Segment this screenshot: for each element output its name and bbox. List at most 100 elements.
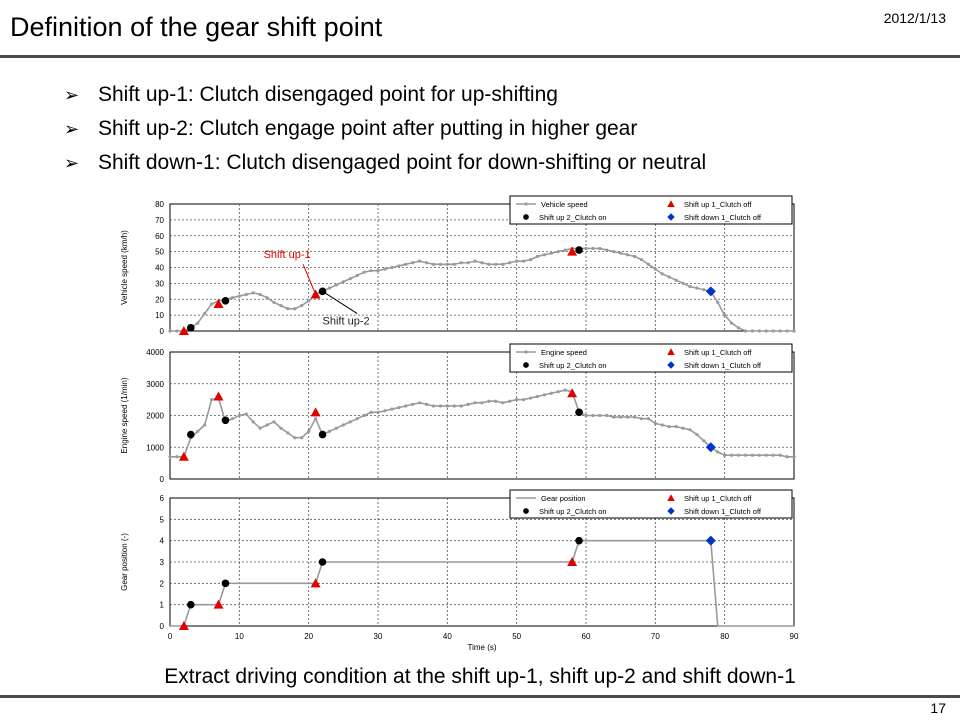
footer-divider (0, 695, 960, 698)
series-point (307, 299, 311, 303)
y-tick-label: 5 (160, 515, 165, 524)
series-point (272, 300, 276, 305)
series-point (542, 253, 547, 257)
series-point (237, 413, 241, 418)
series-point (785, 329, 789, 333)
series-point (431, 262, 436, 266)
series-point (660, 272, 664, 276)
series-point (418, 259, 422, 263)
series-point (778, 329, 782, 333)
series-point (674, 425, 678, 429)
series-point (210, 302, 214, 306)
series-point (778, 453, 782, 457)
series-point (612, 250, 616, 254)
series-point (452, 262, 456, 266)
series-point (771, 453, 775, 457)
conclusion-text: Extract driving condition at the shift u… (164, 665, 796, 688)
y-tick-label: 0 (160, 475, 165, 484)
series-point (688, 284, 692, 289)
shift-up-1-marker (213, 599, 224, 609)
y-tick-label: 30 (155, 279, 164, 288)
legend-entry: Shift up 2_Clutch on (539, 213, 607, 222)
series-point (667, 425, 671, 429)
series-point (390, 265, 394, 270)
series-point (175, 329, 179, 333)
shift-up-1-marker (213, 299, 224, 309)
series-point (750, 329, 755, 333)
x-tick-label: 80 (720, 632, 729, 641)
series-point (327, 286, 332, 290)
legend-triangle-swatch (667, 200, 675, 207)
series-point (563, 248, 567, 252)
series-point (584, 413, 588, 418)
series-point (258, 292, 262, 297)
series-point (355, 273, 359, 278)
y-tick-label: 1000 (146, 443, 164, 452)
legend-entry: Shift up 2_Clutch on (539, 507, 607, 516)
y-tick-label: 6 (160, 494, 165, 503)
series-point (348, 277, 352, 281)
legend-box (509, 343, 793, 373)
series-point (473, 401, 477, 405)
y-axis-label: Engine speed (1/min) (120, 377, 129, 453)
series-point (743, 329, 748, 333)
series-point (466, 402, 470, 406)
x-tick-label: 30 (374, 632, 383, 641)
series-point (598, 413, 602, 418)
series-point (743, 453, 748, 457)
shift-up-2-marker (575, 246, 583, 254)
page-number: 17 (930, 700, 946, 716)
series-point (508, 399, 512, 403)
y-tick-label: 3 (160, 558, 165, 567)
series-point (293, 307, 297, 311)
series-point (334, 283, 338, 287)
series-point (445, 262, 449, 266)
legend-entry: Shift up 1_Clutch off (684, 494, 752, 503)
shift-up-2-marker (187, 324, 195, 332)
series-point (258, 426, 262, 430)
y-tick-label: 4 (160, 537, 165, 546)
series-point (584, 246, 588, 251)
x-tick-label: 70 (651, 632, 660, 641)
series-point (653, 267, 657, 271)
series-point (168, 455, 172, 459)
shift-up-1-marker (178, 621, 189, 630)
series-point (764, 329, 768, 333)
series-point (307, 429, 311, 433)
series-point (702, 288, 706, 292)
shift-up-2-marker (221, 297, 230, 305)
chart-panel-1: 0 10 20 30 40 50 60 70 80 Vehicle speed (km/h) Shi… (120, 195, 796, 336)
shift-down-1-marker (705, 535, 716, 546)
legend-entry: Vehicle speed (541, 200, 588, 209)
chart-panel-2: 0 1000 2000 3000 4000 Engine speed (1/min) Eng… (120, 343, 796, 484)
legend-entry: Shift down 1_Clutch off (684, 361, 762, 370)
series-point (792, 455, 796, 459)
series-point (445, 404, 449, 408)
bullet-text: Shift up-1: Clutch disengaged point for … (98, 83, 558, 106)
series-point (646, 262, 651, 266)
series-point (376, 269, 380, 273)
y-tick-label: 2 (160, 579, 165, 588)
y-tick-label: 60 (155, 232, 164, 241)
legend-entry: Shift up 1_Clutch off (684, 348, 752, 357)
series-point (563, 388, 567, 392)
series-point (792, 329, 796, 333)
series-point (168, 329, 172, 333)
shift-up-2-marker (187, 600, 195, 609)
series-point (452, 404, 456, 408)
series-point (244, 412, 248, 416)
series-point (667, 275, 671, 279)
y-tick-label: 2000 (146, 412, 164, 421)
series-point (757, 453, 761, 457)
series-point (362, 413, 366, 418)
bullet-list: ➢ Shift up-1: Clutch disengaged point for… (64, 78, 706, 180)
annotation-leader-line (322, 290, 358, 314)
series-point (369, 269, 373, 273)
legend-entry: Shift down 1_Clutch off (684, 507, 762, 516)
x-tick-label: 40 (443, 632, 452, 641)
shift-up-1-marker (567, 388, 578, 398)
series-point (334, 426, 338, 430)
arrow-bullet-icon: ➢ (64, 153, 80, 173)
series-point (619, 251, 623, 255)
shift-up-1-marker (567, 557, 578, 566)
